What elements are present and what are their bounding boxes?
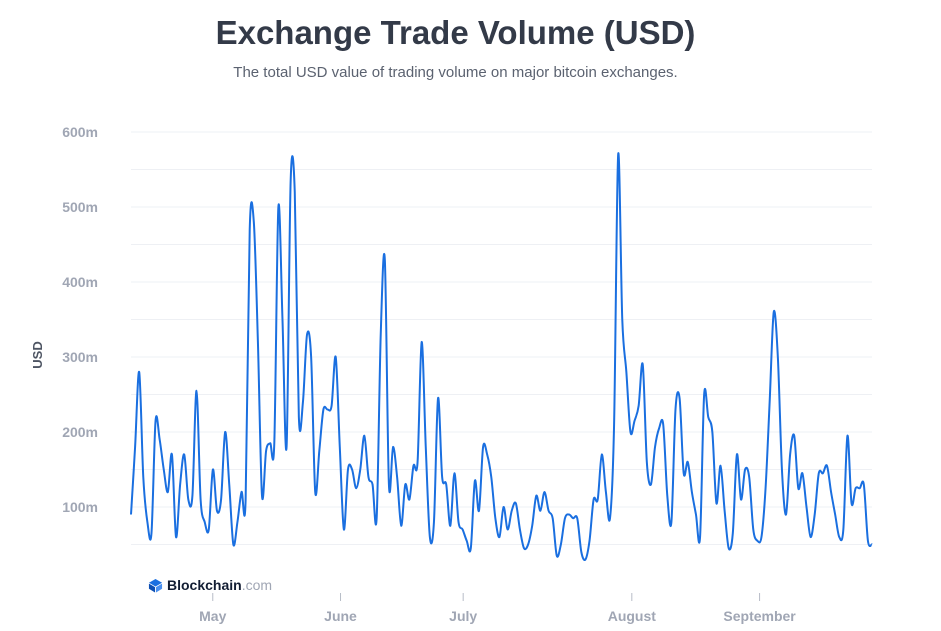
y-tick-label: 200m (62, 424, 98, 440)
series-line-0[interactable] (130, 152, 873, 562)
x-tick-label: June (324, 608, 357, 624)
x-tick-label: May (199, 608, 226, 624)
chart-title: Exchange Trade Volume (USD) (215, 14, 696, 51)
y-axis: 100m 200m 300m 400m 500m 600m (62, 124, 98, 515)
x-tick-label: July (449, 608, 477, 624)
y-tick-label: 500m (62, 199, 98, 215)
gridlines (131, 131, 872, 545)
plot-area (130, 152, 873, 562)
blockchain-logo-icon (148, 578, 163, 593)
chart-subtitle: The total USD value of trading volume on… (233, 64, 678, 81)
logo-suffix: .com (241, 577, 273, 593)
x-tick-label: September (723, 608, 796, 624)
y-tick-label: 100m (62, 499, 98, 515)
x-tick-label: August (608, 608, 657, 624)
x-axis: May June July August September (199, 593, 796, 624)
y-tick-label: 300m (62, 349, 98, 365)
y-tick-label: 400m (62, 274, 98, 290)
y-axis-title: USD (30, 341, 45, 368)
y-tick-label: 600m (62, 124, 98, 140)
blockchain-logo[interactable]: Blockchain .com (148, 577, 272, 593)
logo-name: Blockchain (167, 577, 242, 593)
